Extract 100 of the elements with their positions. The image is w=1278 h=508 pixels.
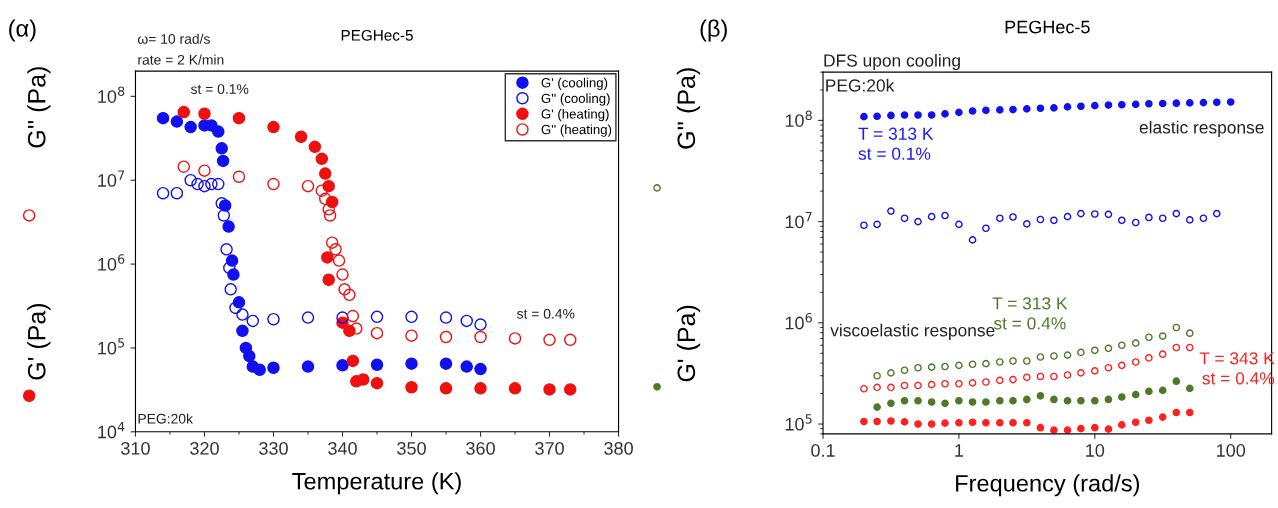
point — [1077, 209, 1085, 218]
point — [170, 115, 184, 128]
point — [1145, 213, 1153, 222]
point — [405, 380, 418, 394]
point — [474, 330, 487, 344]
point — [321, 251, 334, 264]
x-tick-label: 360 — [466, 442, 495, 455]
point — [927, 380, 936, 389]
point — [336, 359, 349, 372]
y-tick-label: 10$^{6}$ — [785, 312, 812, 330]
legend-label: G' (heating) — [541, 108, 609, 122]
text: G'' (Pa) — [27, 67, 51, 148]
point — [968, 107, 977, 115]
point — [267, 361, 280, 375]
point — [1063, 212, 1072, 221]
annotation: st = 0.1% — [190, 84, 249, 94]
point — [184, 173, 197, 187]
point — [346, 309, 360, 323]
point — [996, 418, 1004, 427]
x-axis-title: Frequency (rad/s) — [956, 474, 1140, 497]
point — [1226, 98, 1235, 106]
point — [315, 184, 329, 197]
point — [1172, 408, 1181, 417]
point — [236, 324, 249, 338]
point — [543, 383, 556, 396]
point — [1104, 210, 1113, 219]
point — [1158, 350, 1167, 358]
annotation: PEG:20k — [826, 78, 895, 92]
y-tick-label: 10$^{4}$ — [98, 422, 125, 439]
point — [308, 140, 322, 154]
legend-label: G' (cooling) — [541, 77, 608, 91]
point — [1036, 104, 1045, 113]
annotation: T = 313 K st = 0.1% — [858, 127, 934, 160]
point — [1158, 99, 1167, 108]
point — [215, 197, 228, 210]
point — [198, 107, 211, 121]
x-tick-label: 320 — [190, 442, 219, 455]
point — [1117, 216, 1126, 225]
point — [229, 301, 242, 315]
point — [1036, 372, 1045, 381]
point — [319, 192, 332, 206]
y-tick-label: 10$^{5}$ — [785, 414, 812, 431]
x-axis-title: Temperature (K) — [292, 472, 461, 495]
point — [405, 310, 418, 324]
point — [887, 417, 895, 425]
point — [1172, 343, 1181, 352]
point — [900, 214, 909, 223]
point — [439, 330, 453, 344]
y-tick-label: 10$^{7}$ — [785, 211, 812, 229]
point — [982, 378, 990, 386]
x-tick-label: 380 — [604, 442, 633, 455]
point — [474, 362, 487, 376]
point — [156, 111, 170, 125]
point — [170, 186, 184, 200]
point — [224, 283, 237, 296]
y-tick-label: 10$^{8}$ — [98, 86, 125, 103]
point — [338, 283, 351, 296]
point — [1009, 105, 1017, 114]
point — [1104, 425, 1113, 433]
text: (β) — [700, 19, 727, 42]
point — [184, 120, 197, 134]
point — [1131, 358, 1140, 366]
point — [1009, 375, 1017, 384]
point — [177, 160, 191, 173]
point — [914, 381, 922, 390]
point — [1090, 423, 1099, 432]
point — [1009, 418, 1017, 427]
chart-title: PEGHec-5 — [1005, 20, 1090, 34]
point — [955, 418, 963, 427]
point — [860, 221, 868, 230]
point — [1050, 216, 1058, 225]
point — [914, 111, 922, 119]
point — [336, 311, 349, 324]
x-tick-label: 330 — [259, 442, 288, 455]
point — [198, 164, 211, 177]
point — [370, 358, 384, 372]
x-tick-label: 310 — [121, 442, 150, 455]
point — [267, 177, 280, 191]
point — [955, 220, 963, 229]
point — [474, 382, 487, 395]
point — [1023, 418, 1031, 427]
chart-title: PEGHec-5 — [341, 29, 413, 41]
point — [873, 417, 881, 426]
point — [900, 111, 909, 119]
annotation: st = 0.4% — [517, 308, 575, 319]
point — [900, 418, 909, 426]
point — [873, 112, 881, 121]
point — [1117, 361, 1126, 370]
point — [1212, 98, 1221, 107]
point — [1212, 209, 1221, 218]
point — [1050, 372, 1058, 381]
annotation: PEG:20k — [138, 413, 193, 424]
point — [887, 383, 895, 392]
point — [955, 379, 963, 388]
point — [1023, 105, 1031, 113]
point — [1090, 101, 1099, 110]
point — [370, 326, 384, 340]
point — [1063, 371, 1072, 379]
point — [860, 417, 868, 426]
point — [1185, 408, 1194, 417]
